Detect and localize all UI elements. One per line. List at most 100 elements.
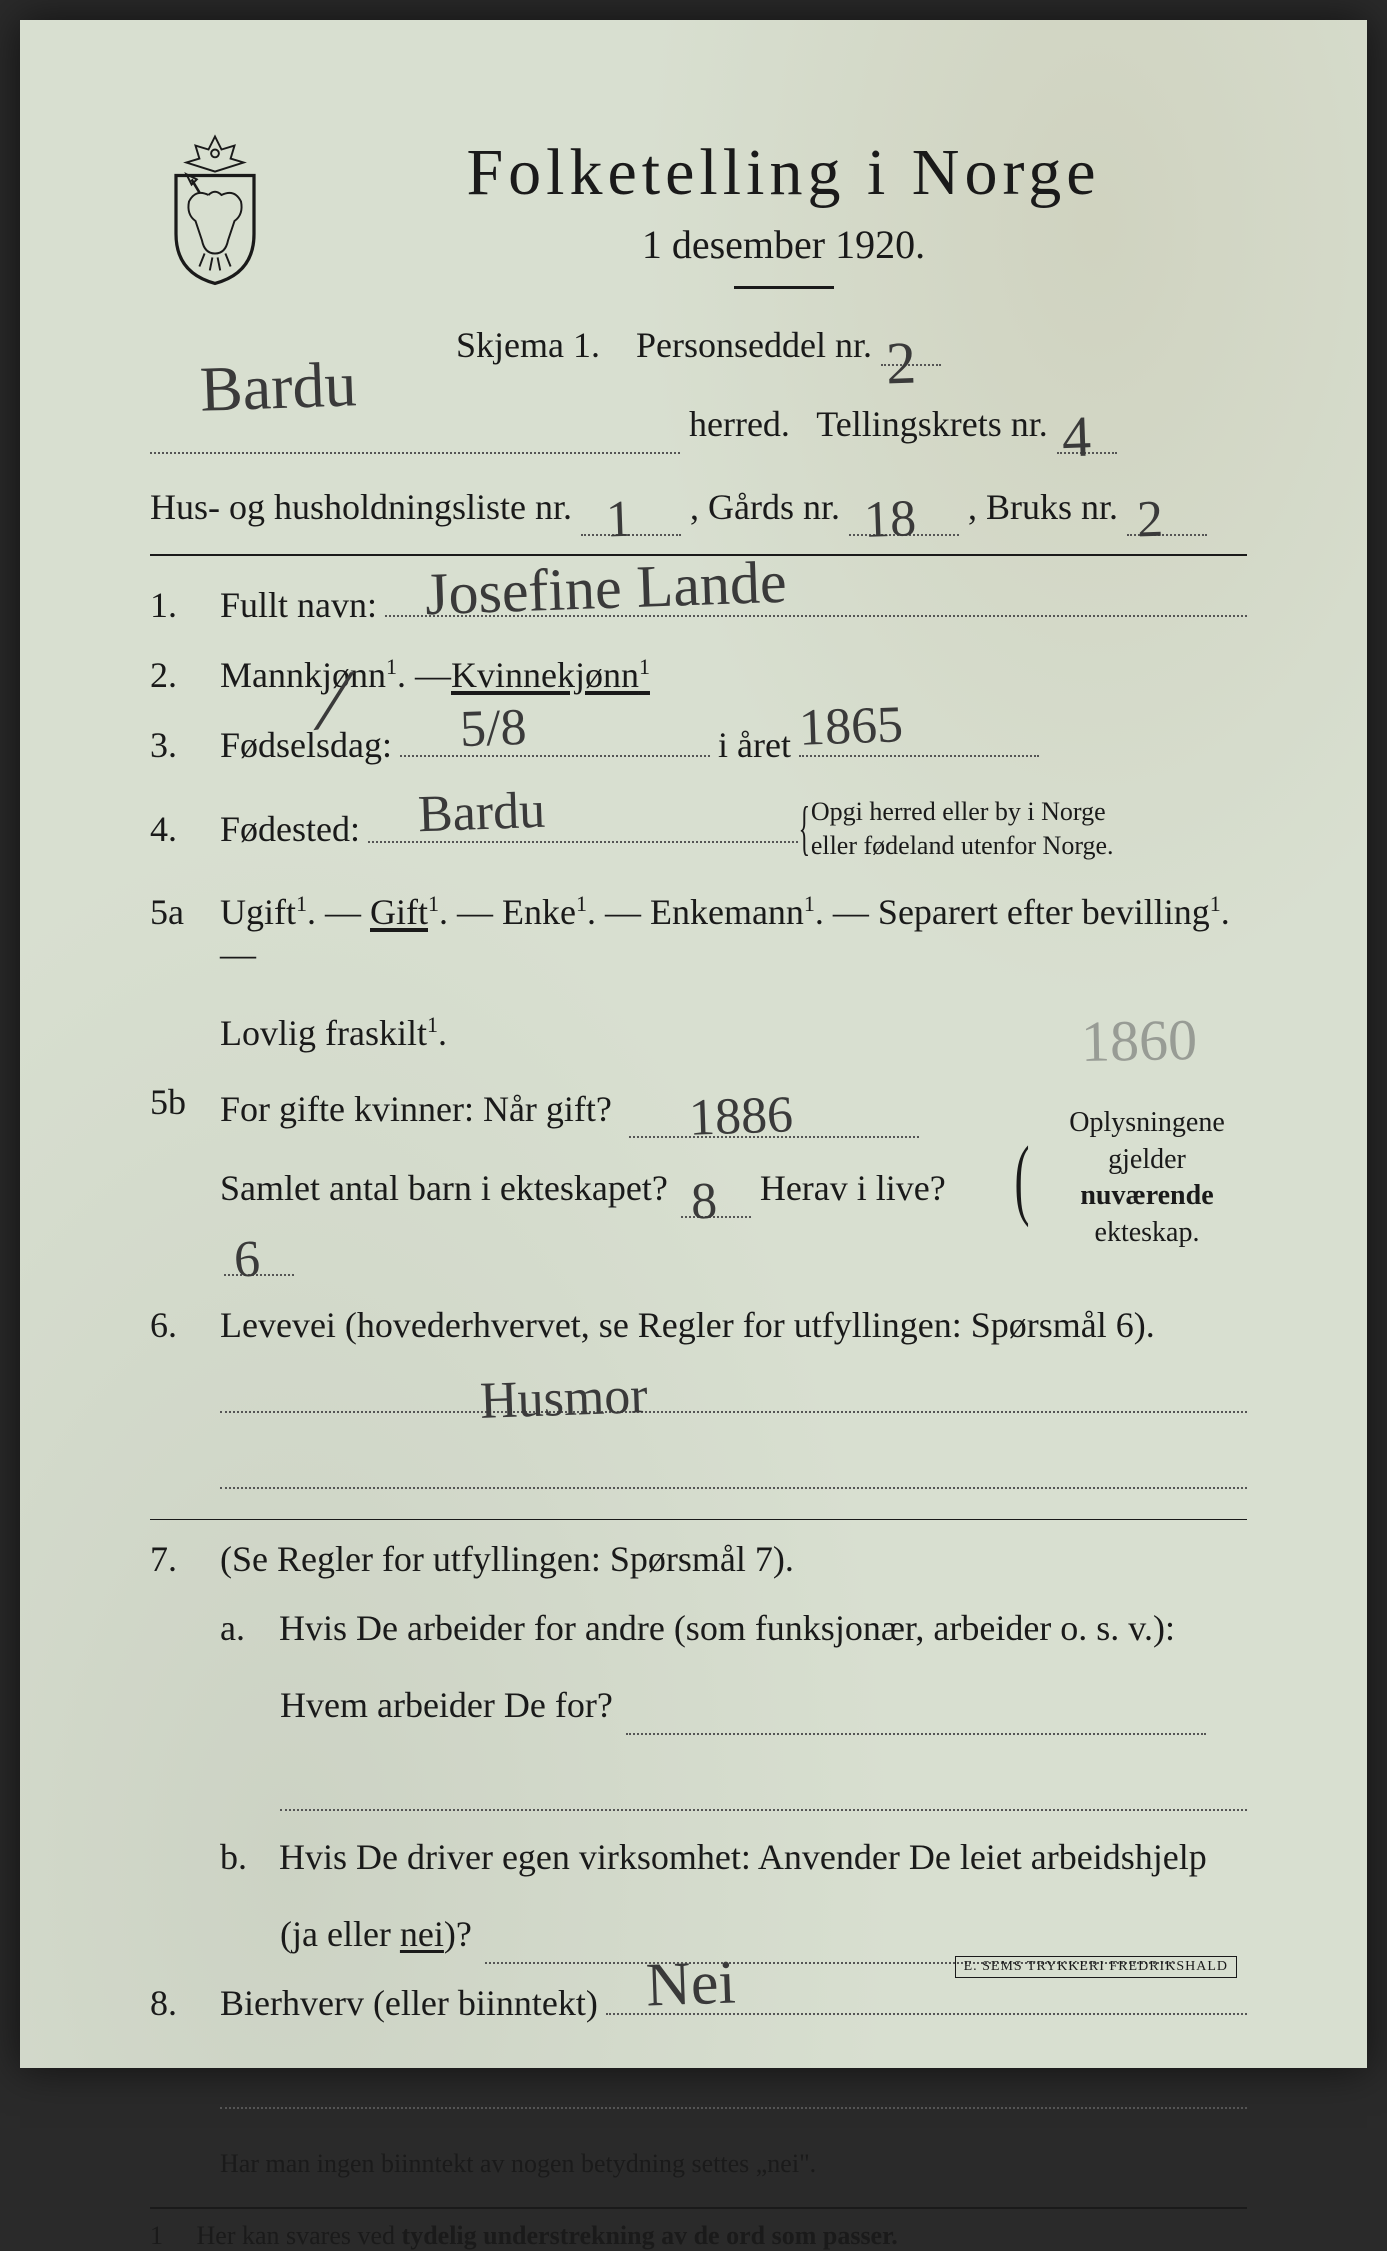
q7-num: 7. <box>150 1538 220 1580</box>
q4-value: Bardu <box>417 780 546 843</box>
q7b-text1: Hvis De driver egen virksomhet: Anvender… <box>279 1837 1207 1877</box>
footnote: Har man ingen biinntekt av nogen betydni… <box>150 2149 1247 2179</box>
q6-fill-line: Husmor <box>150 1356 1247 1414</box>
q6-label: Levevei (hovederhvervet, se Regler for u… <box>220 1304 1155 1346</box>
personseddel-label: Personseddel nr. <box>636 325 872 365</box>
q7a-line2: Hvem arbeider De for? <box>150 1677 1247 1735</box>
bruks-label: , Bruks nr. <box>968 487 1118 527</box>
q5b-note: Oplysningene gjelder nuværende ekteskap. <box>1047 1105 1247 1251</box>
coat-of-arms-icon <box>150 130 280 290</box>
q3-row: 3. Fødselsdag: 5/8 i året 1865 <box>150 724 1247 766</box>
q2-label-k: Kvinnekjønn1 <box>451 654 650 696</box>
q8-fill2 <box>220 2081 1247 2109</box>
separator-rule-2 <box>150 1519 1247 1520</box>
q5b-alive-value: 6 <box>233 1217 262 1301</box>
bottom-note-num: 1 <box>150 2221 190 2251</box>
q1-row: 1. Fullt navn: Josefine Lande <box>150 584 1247 626</box>
q7a-line3 <box>150 1753 1247 1811</box>
q7a-text1: Hvis De arbeider for andre (som funksjon… <box>279 1608 1175 1648</box>
husliste-line: Hus- og husholdningsliste nr. 1 , Gårds … <box>150 479 1247 537</box>
q8-row: 8. Bierhverv (eller biinntekt) Nei <box>150 1982 1247 2024</box>
q7a-label: a. <box>220 1600 270 1658</box>
q6-fill-line2 <box>150 1431 1247 1489</box>
q4-fill: Bardu <box>368 815 798 843</box>
q6-value: Husmor <box>479 1354 649 1443</box>
q6-fill2 <box>220 1461 1247 1489</box>
husliste-fill: 1 <box>581 508 681 536</box>
q3-day-fill: 5/8 <box>400 729 710 757</box>
tellingskrets-label: Tellingskrets nr. <box>816 404 1047 444</box>
q3-year-fill: 1865 <box>799 729 1039 757</box>
q3-label: Fødselsdag: <box>220 724 392 766</box>
q7a-text2: Hvem arbeider De for? <box>280 1685 613 1725</box>
skjema-label: Skjema 1. <box>456 325 600 365</box>
q2-row: 2. Mannkjønn1. — Kvinnekjønn1 ⟋ <box>150 654 1247 696</box>
q8-value: Nei <box>645 1947 737 2021</box>
q7a-line1: a. Hvis De arbeider for andre (som funks… <box>150 1600 1247 1658</box>
q6-row: 6. Levevei (hovederhvervet, se Regler fo… <box>150 1304 1247 1346</box>
q8-label: Bierhverv (eller biinntekt) <box>220 1982 598 2024</box>
q2-num: 2. <box>150 654 220 696</box>
q5b-total-value: 8 <box>689 1160 718 1244</box>
q7b-line1: b. Hvis De driver egen virksomhet: Anven… <box>150 1829 1247 1887</box>
q7-label: (Se Regler for utfyllingen: Spørsmål 7). <box>220 1538 794 1580</box>
q3-year-label: i året <box>718 724 791 766</box>
q8-fill-line2 <box>150 2052 1247 2110</box>
personseddel-value: 2 <box>885 328 917 398</box>
q7-row: 7. (Se Regler for utfyllingen: Spørsmål … <box>150 1538 1247 1580</box>
q7a-fill <box>626 1707 1206 1735</box>
q1-fill: Josefine Lande <box>385 589 1247 617</box>
title-divider <box>734 286 834 289</box>
q5a-row: 5a Ugift1. — Gift1. — Enke1. — Enkemann1… <box>150 891 1247 995</box>
q4-brace: { <box>799 794 811 863</box>
q5a-options-line2: Lovlig fraskilt1. <box>220 1013 447 1053</box>
bruks-value: 2 <box>1136 478 1165 562</box>
q3-num: 3. <box>150 724 220 766</box>
norway-coat-of-arms-svg <box>150 130 280 286</box>
q5b-year-fill: 1886 <box>629 1110 919 1138</box>
main-title: Folketelling i Norge <box>320 135 1247 211</box>
gards-fill: 18 <box>849 508 959 536</box>
personseddel-fill: 2 <box>881 364 941 366</box>
q6-num: 6. <box>150 1304 220 1346</box>
header-row: Folketelling i Norge 1 desember 1920. <box>150 130 1247 314</box>
q5b-year-value: 1886 <box>687 1074 794 1161</box>
q1-num: 1. <box>150 584 220 626</box>
q6-fill: Husmor <box>220 1385 1247 1413</box>
tellingskrets-value: 4 <box>1060 390 1092 484</box>
title-block: Folketelling i Norge 1 desember 1920. <box>320 130 1247 314</box>
q5a-line2: Lovlig fraskilt1. 1860 <box>150 1005 1247 1063</box>
q1-label: Fullt navn: <box>220 584 377 626</box>
bottom-rule <box>150 2207 1247 2209</box>
subtitle: 1 desember 1920. <box>320 221 1247 268</box>
q4-num: 4. <box>150 808 220 850</box>
printer-mark: E. SEMS TRYKKERI FREDRIKSHALD <box>955 1956 1237 1978</box>
bottom-note-row: 1 Her kan svares ved tydelig understrekn… <box>150 2221 1247 2251</box>
q5a-num: 5a <box>150 891 220 933</box>
gards-label: , Gårds nr. <box>690 487 840 527</box>
q3-year-value: 1865 <box>798 695 904 758</box>
husliste-label: Hus- og husholdningsliste nr. <box>150 487 572 527</box>
herred-fill <box>150 426 680 454</box>
q4-row: 4. Fødested: Bardu { Opgi herred eller b… <box>150 794 1247 863</box>
census-form-document: Folketelling i Norge 1 desember 1920. Sk… <box>20 20 1367 2068</box>
q5b-label2: Samlet antal barn i ekteskapet? <box>220 1168 668 1208</box>
q5b-row: 5b For gifte kvinner: Når gift? 1886 Sam… <box>150 1081 1247 1276</box>
q5b-num: 5b <box>150 1081 220 1123</box>
q1-value: Josefine Lande <box>424 548 788 630</box>
q5b-total-fill: 8 <box>681 1190 751 1218</box>
q5b-line1: For gifte kvinner: Når gift? 1886 <box>220 1081 997 1139</box>
herred-line: Bardu herred. Tellingskrets nr. 4 <box>150 396 1247 454</box>
q5b-label3: Herav i live? <box>760 1168 946 1208</box>
q7a-fill2 <box>280 1783 1247 1811</box>
q5b-label1: For gifte kvinner: Når gift? <box>220 1089 612 1129</box>
q5b-alive-fill: 6 <box>224 1248 294 1276</box>
q3-day-value: 5/8 <box>459 698 527 759</box>
q8-num: 8. <box>150 1982 220 2024</box>
q7b-text2: (ja eller nei)? <box>280 1914 472 1954</box>
q5b-left: For gifte kvinner: Når gift? 1886 Samlet… <box>220 1081 997 1276</box>
q8-fill: Nei <box>606 1987 1247 2015</box>
q4-note: Opgi herred eller by i Norge eller fødel… <box>811 795 1114 863</box>
gards-value: 18 <box>863 477 918 562</box>
q5a-pencil-year: 1860 <box>1080 994 1198 1089</box>
